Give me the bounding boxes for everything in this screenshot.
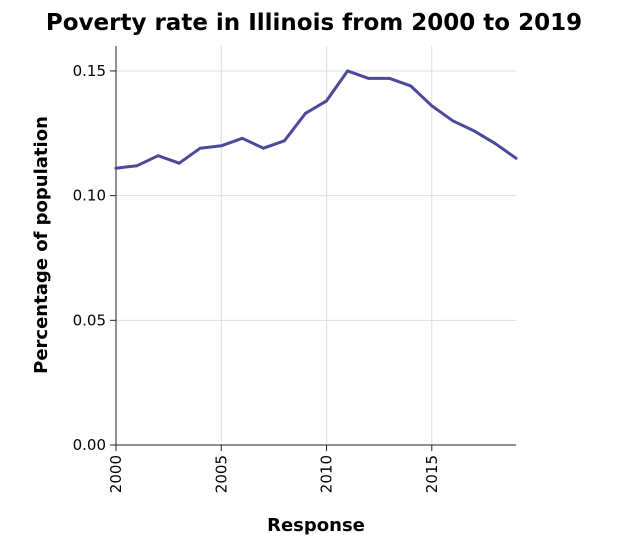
- data-point: [177, 161, 181, 165]
- data-point: [346, 69, 349, 73]
- data-point: [261, 146, 265, 150]
- x-tick-label: 2010: [318, 455, 336, 493]
- data-point: [219, 144, 223, 148]
- tick-labels: 0.00 0.05 0.10 0.15 2000 2005 2010 2015: [73, 62, 441, 493]
- series-line: [114, 69, 518, 170]
- y-tick-label: 0.10: [73, 187, 106, 205]
- y-tick-label: 0.05: [73, 311, 106, 329]
- data-point: [114, 166, 118, 170]
- data-point: [240, 136, 244, 140]
- axes: [110, 46, 516, 451]
- data-point: [283, 139, 286, 143]
- series-layer: [114, 69, 518, 170]
- data-point: [451, 119, 455, 123]
- y-tick-label: 0.00: [73, 436, 106, 454]
- x-tick-label: 2005: [212, 455, 230, 493]
- x-tick-label: 2015: [423, 455, 441, 493]
- data-point: [409, 84, 413, 88]
- y-axis-label: Percentage of population: [31, 116, 52, 374]
- data-point: [514, 156, 518, 160]
- data-point: [135, 164, 139, 168]
- y-tick-label: 0.15: [73, 62, 106, 80]
- data-point: [430, 104, 434, 108]
- data-point: [472, 129, 476, 133]
- data-point: [304, 111, 307, 115]
- data-point: [156, 154, 160, 158]
- x-axis-label: Response: [267, 515, 365, 536]
- data-point: [493, 141, 497, 145]
- chart-title: Poverty rate in Illinois from 2000 to 20…: [46, 10, 582, 36]
- data-point: [198, 146, 202, 150]
- data-point: [325, 99, 328, 103]
- data-point: [388, 77, 392, 80]
- data-point: [367, 77, 371, 80]
- x-tick-label: 2000: [107, 455, 125, 493]
